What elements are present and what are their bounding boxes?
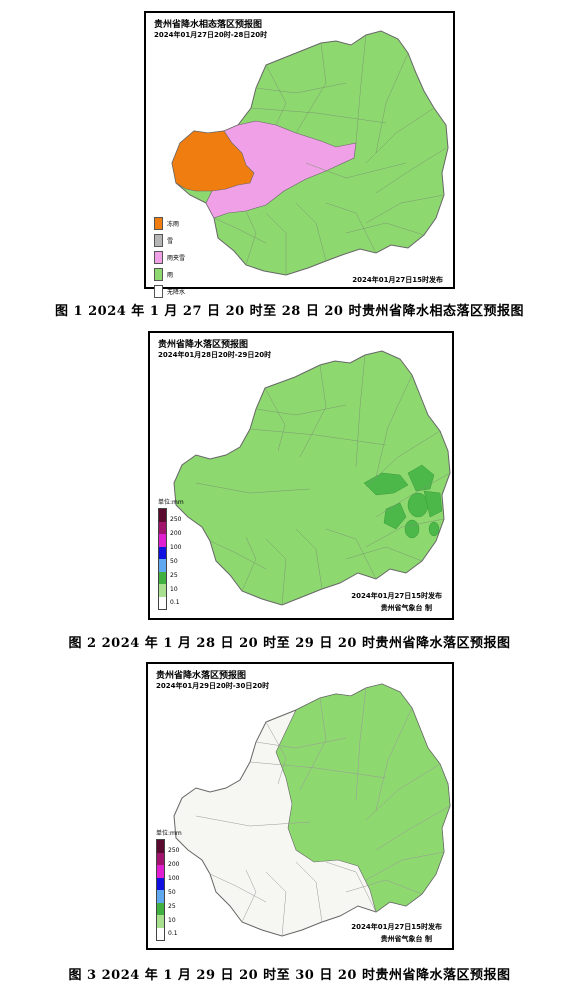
legend-item-snow: 雪 bbox=[154, 232, 185, 249]
scale-label-50: 50 bbox=[170, 557, 178, 565]
county-boundaries bbox=[213, 34, 447, 275]
map-title: 贵州省降水相态落区预报图 bbox=[154, 20, 263, 30]
scale-label-200: 200 bbox=[168, 860, 180, 868]
phase-legend: 冻雨 雪 雨夹雪 雨 无降水 bbox=[154, 215, 185, 300]
figure-1-map bbox=[171, 30, 449, 276]
scale-label-0-1: 0.1 bbox=[168, 930, 178, 938]
map-period: 2024年01月29日20时-30日20时 bbox=[156, 682, 270, 690]
scale-label-25: 25 bbox=[168, 902, 176, 910]
publisher: 贵州省气象台 制 bbox=[380, 604, 432, 612]
map-period: 2024年01月27日20时-28日20时 bbox=[154, 31, 268, 39]
scale-unit: 单位:mm bbox=[156, 830, 182, 837]
precip-scale-legend: 单位:mm 250 200 100 50 25 10 0.1 bbox=[158, 497, 184, 610]
legend-item-rain: 雨 bbox=[154, 266, 185, 283]
map-title: 贵州省降水落区预报图 bbox=[158, 340, 249, 350]
sleet-zone bbox=[205, 120, 357, 219]
scale-label-100: 100 bbox=[168, 874, 180, 882]
scale-label-25: 25 bbox=[170, 571, 178, 579]
rain-zone bbox=[275, 683, 451, 913]
legend-item-sleet: 雨夹雪 bbox=[154, 249, 185, 266]
scale-label-200: 200 bbox=[170, 529, 182, 537]
figure-3-map-panel: 贵州省降水落区预报图 2024年01月29日20时-30日20时 单位:mm 2… bbox=[146, 662, 454, 950]
legend-item-no-precip: 无降水 bbox=[154, 283, 185, 300]
freezing-rain-zone bbox=[171, 130, 255, 192]
guizhou-outline bbox=[173, 350, 451, 606]
publisher: 贵州省气象台 制 bbox=[380, 935, 432, 943]
figure-2-map-panel: 贵州省降水落区预报图 2024年01月28日20时-29日20时 单位:mm 2… bbox=[148, 331, 454, 620]
scale-label-10: 10 bbox=[170, 585, 178, 593]
map-period: 2024年01月28日20时-29日20时 bbox=[158, 351, 272, 359]
scale-unit: 单位:mm bbox=[158, 499, 184, 506]
scale-label-250: 250 bbox=[168, 847, 180, 854]
issue-time: 2024年01月27日15时发布 bbox=[351, 923, 442, 931]
issue-time: 2024年01月27日15时发布 bbox=[352, 276, 443, 284]
county-boundaries bbox=[195, 687, 451, 937]
heavier-rain-patches bbox=[363, 464, 443, 539]
scale-label-10: 10 bbox=[168, 916, 176, 924]
scale-label-50: 50 bbox=[168, 888, 176, 896]
figure-1-map-panel: 贵州省降水相态落区预报图 2024年01月27日20时-28日20时 冻雨 雪 … bbox=[144, 11, 455, 298]
figure-1-caption: 图 1 2024 年 1 月 27 日 20 时至 28 日 20 时贵州省降水… bbox=[55, 304, 524, 319]
scale-label-250: 250 bbox=[170, 516, 182, 523]
scale-label-100: 100 bbox=[170, 543, 182, 551]
scale-label-0-1: 0.1 bbox=[170, 599, 180, 607]
figure-3-caption: 图 3 2024 年 1 月 29 日 20 时至 30 日 20 时贵州省降水… bbox=[68, 968, 511, 983]
figure-3-map bbox=[173, 683, 451, 937]
figure-2-caption: 图 2 2024 年 1 月 28 日 20 时至 29 日 20 时贵州省降水… bbox=[68, 636, 511, 651]
map-title: 贵州省降水落区预报图 bbox=[156, 671, 247, 681]
issue-time: 2024年01月27日15时发布 bbox=[351, 592, 442, 600]
figure-2-map bbox=[173, 350, 451, 606]
county-boundaries bbox=[195, 354, 451, 606]
legend-item-freezing-rain: 冻雨 bbox=[154, 215, 185, 232]
precip-scale-legend: 单位:mm 250 200 100 50 25 10 0.1 bbox=[156, 828, 182, 941]
